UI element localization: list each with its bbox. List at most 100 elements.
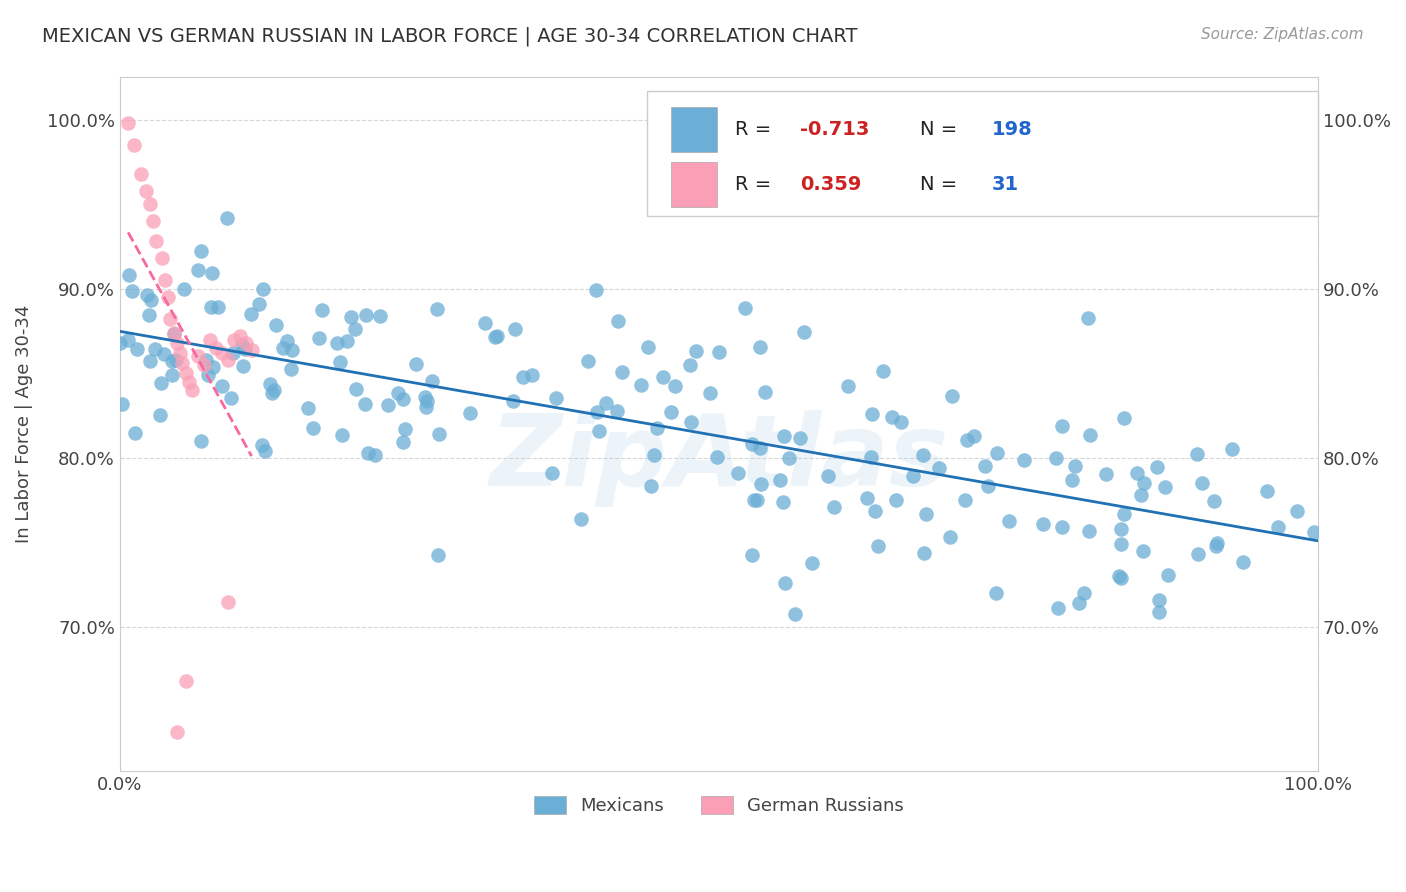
Point	[1129, 488, 1152, 502]
Point	[793, 325, 815, 339]
Point	[801, 556, 824, 570]
Point	[953, 492, 976, 507]
Point	[166, 724, 188, 739]
Point	[986, 446, 1008, 460]
Point	[308, 330, 330, 344]
Point	[630, 378, 652, 392]
Point	[201, 266, 224, 280]
Point	[1146, 459, 1168, 474]
Point	[1114, 507, 1136, 521]
Y-axis label: In Labor Force | Age 30-34: In Labor Force | Age 30-34	[15, 305, 32, 543]
Point	[190, 434, 212, 448]
Point	[679, 358, 702, 372]
Point	[484, 330, 506, 344]
Point	[217, 594, 239, 608]
Point	[1095, 467, 1118, 482]
Point	[1156, 567, 1178, 582]
Point	[1109, 537, 1132, 551]
Point	[823, 500, 845, 514]
Point	[329, 355, 352, 369]
Point	[837, 378, 859, 392]
Point	[326, 336, 349, 351]
Point	[420, 374, 443, 388]
Point	[136, 288, 159, 302]
Point	[117, 333, 139, 347]
Point	[912, 546, 935, 560]
Point	[1114, 410, 1136, 425]
Text: ZipAtlas: ZipAtlas	[489, 410, 949, 508]
Point	[742, 493, 765, 508]
Point	[709, 344, 731, 359]
Point	[217, 352, 239, 367]
Point	[204, 341, 226, 355]
Point	[1132, 544, 1154, 558]
Point	[118, 268, 141, 282]
Point	[1073, 586, 1095, 600]
Point	[1052, 520, 1074, 534]
Point	[741, 548, 763, 562]
Point	[353, 397, 375, 411]
Point	[866, 540, 889, 554]
Point	[872, 363, 894, 377]
Point	[149, 409, 172, 423]
Point	[512, 369, 534, 384]
Point	[651, 369, 673, 384]
Point	[586, 405, 609, 419]
Text: -0.713: -0.713	[800, 120, 870, 139]
Point	[1205, 539, 1227, 553]
Point	[914, 508, 936, 522]
Point	[174, 367, 197, 381]
Point	[884, 493, 907, 508]
Point	[217, 211, 239, 226]
Point	[170, 356, 193, 370]
Point	[156, 290, 179, 304]
Point	[174, 674, 197, 689]
Point	[647, 421, 669, 435]
FancyBboxPatch shape	[647, 91, 1319, 216]
Point	[235, 342, 257, 356]
Point	[252, 438, 274, 452]
Point	[734, 301, 756, 315]
Point	[149, 376, 172, 391]
Point	[588, 424, 610, 438]
Point	[664, 379, 686, 393]
Point	[232, 359, 254, 374]
Point	[745, 493, 768, 508]
Point	[202, 359, 225, 374]
Point	[263, 383, 285, 397]
Point	[503, 322, 526, 336]
Point	[546, 392, 568, 406]
Point	[984, 586, 1007, 600]
Point	[190, 244, 212, 259]
Point	[344, 322, 367, 336]
Text: N =: N =	[921, 120, 963, 139]
Point	[1220, 442, 1243, 457]
FancyBboxPatch shape	[671, 162, 717, 208]
Point	[219, 391, 242, 405]
Point	[413, 390, 436, 404]
Point	[135, 184, 157, 198]
Point	[817, 469, 839, 483]
Point	[679, 415, 702, 429]
Text: R =: R =	[734, 176, 778, 194]
Point	[1108, 568, 1130, 582]
Point	[1050, 418, 1073, 433]
Point	[111, 397, 134, 411]
Point	[773, 428, 796, 442]
Point	[1109, 571, 1132, 585]
Point	[901, 468, 924, 483]
Point	[155, 273, 177, 287]
Point	[142, 214, 165, 228]
Point	[160, 368, 183, 382]
Point	[187, 350, 209, 364]
Point	[150, 252, 173, 266]
Point	[748, 441, 770, 455]
Point	[311, 303, 333, 318]
Point	[1132, 476, 1154, 491]
Text: MEXICAN VS GERMAN RUSSIAN IN LABOR FORCE | AGE 30-34 CORRELATION CHART: MEXICAN VS GERMAN RUSSIAN IN LABOR FORCE…	[42, 27, 858, 46]
Point	[165, 352, 187, 367]
Point	[1187, 547, 1209, 561]
Text: 198: 198	[993, 120, 1033, 139]
Point	[928, 461, 950, 475]
Legend: Mexicans, German Russians: Mexicans, German Russians	[524, 787, 914, 824]
